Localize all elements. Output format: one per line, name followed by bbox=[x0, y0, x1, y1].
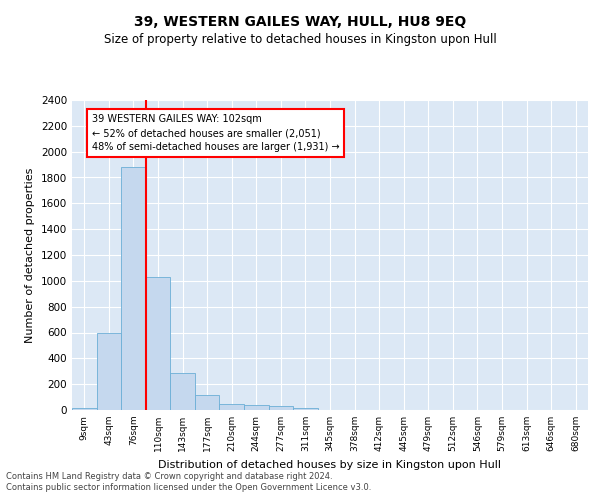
Text: 39 WESTERN GAILES WAY: 102sqm
← 52% of detached houses are smaller (2,051)
48% o: 39 WESTERN GAILES WAY: 102sqm ← 52% of d… bbox=[92, 114, 339, 152]
Bar bbox=[269, 406, 293, 410]
Text: Size of property relative to detached houses in Kingston upon Hull: Size of property relative to detached ho… bbox=[104, 32, 496, 46]
Text: 39, WESTERN GAILES WAY, HULL, HU8 9EQ: 39, WESTERN GAILES WAY, HULL, HU8 9EQ bbox=[134, 15, 466, 29]
Bar bbox=[121, 167, 146, 410]
Bar bbox=[146, 277, 170, 410]
X-axis label: Distribution of detached houses by size in Kingston upon Hull: Distribution of detached houses by size … bbox=[158, 460, 502, 469]
Bar bbox=[220, 404, 244, 410]
Text: Contains public sector information licensed under the Open Government Licence v3: Contains public sector information licen… bbox=[6, 484, 371, 492]
Bar bbox=[293, 408, 318, 410]
Bar bbox=[244, 405, 269, 410]
Bar bbox=[72, 408, 97, 410]
Bar bbox=[195, 394, 220, 410]
Bar bbox=[97, 332, 121, 410]
Y-axis label: Number of detached properties: Number of detached properties bbox=[25, 168, 35, 342]
Bar bbox=[170, 372, 195, 410]
Text: Contains HM Land Registry data © Crown copyright and database right 2024.: Contains HM Land Registry data © Crown c… bbox=[6, 472, 332, 481]
